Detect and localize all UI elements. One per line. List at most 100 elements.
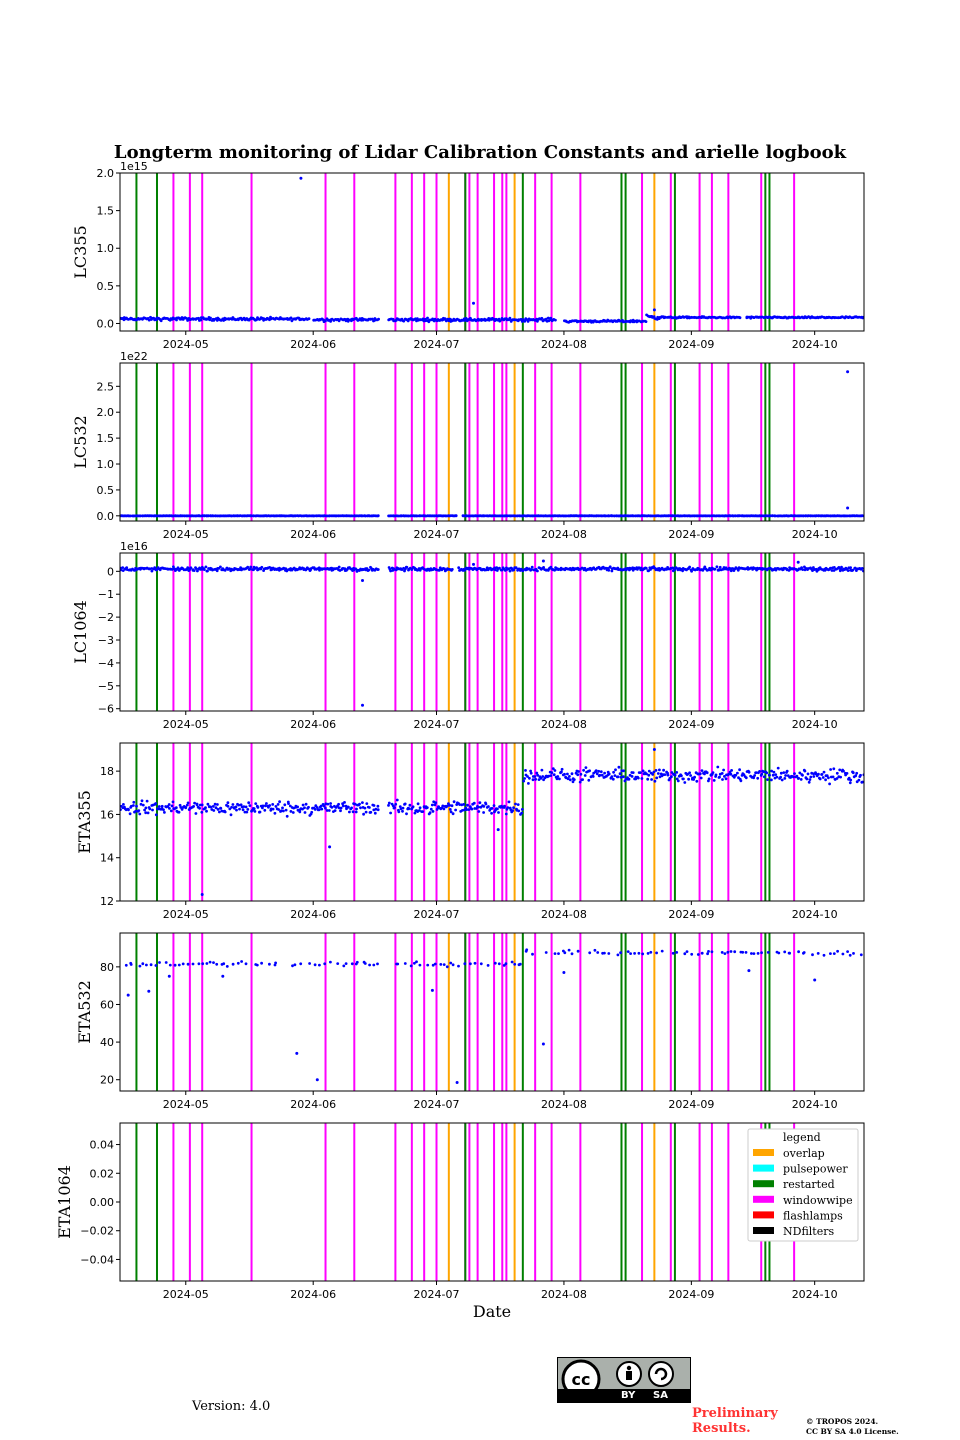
data-point bbox=[524, 769, 527, 772]
data-point bbox=[718, 775, 721, 779]
data-point bbox=[710, 950, 714, 954]
data-point bbox=[714, 773, 718, 777]
data-point bbox=[530, 565, 534, 569]
data-point bbox=[368, 806, 371, 809]
data-point bbox=[339, 806, 343, 810]
y-tick-label: 60 bbox=[100, 998, 114, 1011]
data-point bbox=[537, 778, 541, 781]
data-point bbox=[418, 806, 422, 810]
data-point bbox=[546, 316, 550, 320]
data-point bbox=[576, 773, 580, 777]
x-tick-label: 2024-05 bbox=[163, 528, 209, 541]
data-point bbox=[389, 569, 392, 573]
data-point bbox=[610, 569, 614, 573]
legend-label-NDfilters: NDfilters bbox=[783, 1225, 834, 1238]
x-tick-label: 2024-05 bbox=[163, 338, 209, 351]
data-point bbox=[139, 514, 143, 518]
data-point bbox=[511, 809, 515, 812]
data-point bbox=[566, 772, 569, 776]
data-point bbox=[688, 565, 691, 569]
data-point-outlier bbox=[455, 1081, 459, 1084]
data-point bbox=[655, 951, 658, 955]
data-point bbox=[437, 805, 440, 808]
data-point bbox=[235, 808, 238, 812]
data-point bbox=[685, 950, 689, 953]
data-point-outlier bbox=[315, 1078, 319, 1082]
data-point bbox=[387, 804, 390, 807]
data-point bbox=[463, 568, 467, 572]
data-point bbox=[845, 772, 849, 775]
data-point bbox=[840, 565, 843, 569]
data-point bbox=[442, 807, 446, 811]
data-point bbox=[542, 566, 545, 569]
data-point bbox=[145, 963, 148, 967]
panel-lc1064: 0 −1 −2 −3 −4 −5 −6 2024-05 2024-06 2024-07 2024-0… bbox=[71, 540, 865, 731]
data-point bbox=[829, 566, 832, 570]
data-point bbox=[247, 801, 251, 805]
data-point bbox=[236, 961, 240, 965]
data-point bbox=[194, 567, 198, 570]
data-point bbox=[213, 802, 217, 806]
data-point bbox=[350, 962, 354, 966]
data-point bbox=[281, 806, 284, 810]
data-point bbox=[464, 317, 468, 320]
y-tick-label: 2.5 bbox=[97, 380, 115, 393]
data-point bbox=[154, 802, 158, 805]
data-point bbox=[216, 803, 219, 806]
data-point bbox=[307, 805, 310, 809]
data-point bbox=[547, 774, 551, 778]
legend-label-flashlamps: flashlamps bbox=[783, 1209, 843, 1222]
copyright-line-1: © TROPOS 2024. bbox=[806, 1417, 879, 1426]
data-point bbox=[370, 317, 374, 321]
x-tick-label: 2024-10 bbox=[792, 528, 838, 541]
data-point-outlier bbox=[147, 989, 151, 993]
data-point bbox=[744, 951, 748, 954]
preliminary-results-note: Preliminary Results. bbox=[692, 1406, 778, 1436]
data-point bbox=[209, 316, 212, 320]
y-tick-label: 18 bbox=[100, 765, 114, 778]
data-point bbox=[372, 804, 376, 807]
data-point bbox=[793, 772, 796, 775]
data-point-outlier bbox=[299, 176, 303, 180]
data-point bbox=[431, 810, 435, 813]
data-point bbox=[150, 569, 154, 573]
data-point bbox=[758, 770, 761, 773]
data-point-outlier bbox=[652, 748, 656, 751]
data-point bbox=[554, 318, 557, 322]
y-tick-label: 0.0 bbox=[97, 317, 115, 330]
data-point bbox=[431, 963, 435, 967]
data-point bbox=[513, 962, 517, 966]
x-tick-label: 2024-08 bbox=[541, 908, 587, 921]
data-point-outlier bbox=[796, 560, 800, 564]
data-point bbox=[563, 772, 566, 776]
data-point bbox=[264, 804, 267, 808]
data-point-outlier bbox=[126, 993, 130, 997]
data-point bbox=[827, 776, 830, 780]
data-point bbox=[864, 952, 867, 955]
chart-panels: 0.0 0.5 1.0 1.5 2.0 2024-05 2024-06 2024-07 2024… bbox=[55, 160, 867, 1301]
data-point bbox=[683, 952, 687, 956]
data-point bbox=[588, 769, 591, 773]
data-point bbox=[722, 768, 725, 772]
data-point bbox=[699, 776, 703, 780]
data-point bbox=[619, 775, 623, 779]
data-point bbox=[374, 807, 378, 811]
data-point bbox=[348, 810, 351, 814]
data-point bbox=[766, 951, 770, 954]
data-point bbox=[176, 566, 180, 570]
data-point bbox=[205, 809, 208, 813]
panel-plot-area bbox=[120, 743, 864, 901]
data-point bbox=[337, 565, 341, 569]
data-point bbox=[506, 806, 510, 809]
data-point bbox=[516, 803, 520, 806]
data-point bbox=[837, 566, 841, 569]
data-point bbox=[614, 768, 617, 772]
data-point bbox=[611, 777, 615, 781]
data-point bbox=[472, 801, 476, 805]
data-point bbox=[162, 808, 165, 812]
data-point bbox=[553, 568, 556, 572]
data-point-outlier bbox=[361, 579, 364, 582]
x-tick-label: 2024-07 bbox=[414, 338, 460, 351]
data-point bbox=[627, 777, 631, 781]
data-point bbox=[812, 775, 816, 778]
